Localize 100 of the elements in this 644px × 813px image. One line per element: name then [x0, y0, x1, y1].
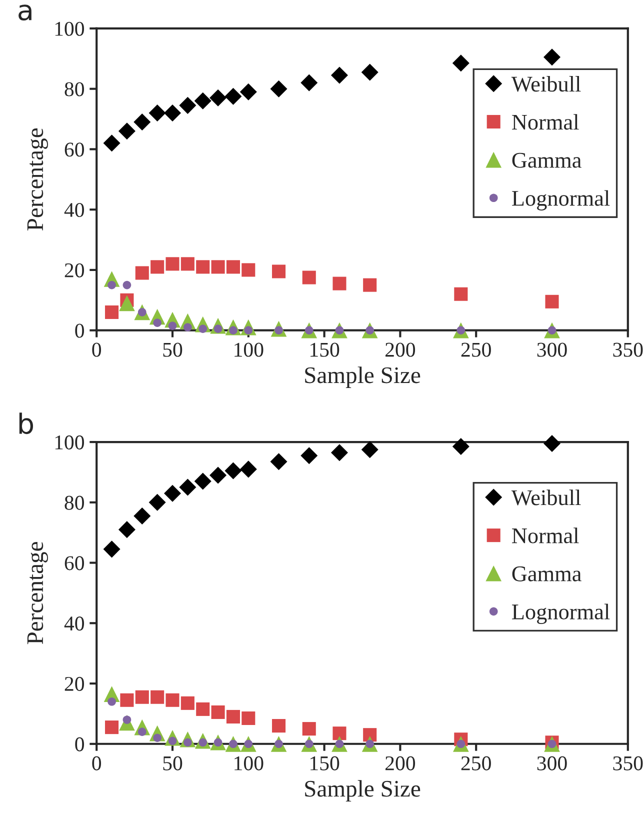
- point: [543, 48, 561, 66]
- x-tick-label: 150: [310, 756, 340, 770]
- x-tick-label: 200: [385, 756, 416, 770]
- y-tick-label: 0: [75, 324, 84, 338]
- point: [150, 260, 164, 274]
- y-tick-label: 80: [64, 496, 84, 510]
- point: [302, 722, 316, 736]
- point: [153, 734, 162, 742]
- point: [179, 478, 196, 496]
- point: [180, 696, 194, 710]
- y-tick-label: 100: [55, 22, 84, 36]
- point: [196, 702, 210, 716]
- point: [452, 54, 470, 72]
- x-tick-label: 0: [92, 756, 102, 770]
- chart-title: a: [18, 4, 32, 21]
- x-tick-label: 50: [163, 342, 182, 357]
- x-tick-label: 300: [537, 342, 567, 357]
- x-tick-label: 350: [613, 342, 643, 357]
- point: [118, 122, 136, 140]
- point: [122, 280, 132, 290]
- point: [240, 460, 257, 478]
- point: [242, 263, 256, 277]
- point: [361, 441, 378, 458]
- point: [454, 287, 468, 301]
- point: [148, 494, 166, 511]
- point: [226, 260, 240, 274]
- point: [302, 270, 316, 284]
- point: [168, 322, 177, 330]
- point: [332, 726, 346, 740]
- legend-label: Weibull: [511, 490, 581, 506]
- y-tick-label: 100: [55, 435, 84, 450]
- point: [135, 690, 149, 704]
- point: [166, 693, 180, 707]
- point: [272, 719, 286, 733]
- x-tick-label: 300: [537, 756, 567, 770]
- x-axis-title: Sample Size: [305, 780, 420, 802]
- point: [118, 521, 136, 538]
- legend-label: Normal: [512, 528, 579, 544]
- point: [545, 294, 559, 308]
- point: [135, 266, 149, 280]
- point: [300, 74, 318, 92]
- point: [300, 447, 318, 464]
- point: [153, 318, 162, 327]
- legend-label: Lognormal: [512, 604, 610, 624]
- point: [363, 728, 377, 742]
- point: [240, 83, 257, 100]
- point: [330, 444, 348, 462]
- point: [120, 693, 134, 707]
- point: [164, 484, 182, 502]
- y-tick-label: 40: [64, 616, 84, 631]
- point: [180, 257, 194, 271]
- point: [332, 276, 346, 290]
- point: [242, 711, 256, 726]
- y-axis-title: Percentage: [27, 542, 48, 644]
- point: [452, 438, 470, 456]
- point: [210, 466, 227, 484]
- y-tick-label: 60: [64, 142, 84, 157]
- point: [105, 305, 119, 319]
- point: [103, 540, 120, 558]
- y-tick-label: 80: [64, 82, 84, 96]
- point: [164, 104, 182, 122]
- point: [363, 278, 377, 292]
- point: [211, 705, 225, 719]
- point: [150, 690, 164, 704]
- point: [103, 134, 120, 152]
- point: [210, 89, 227, 106]
- point: [226, 710, 240, 724]
- point: [166, 257, 180, 271]
- legend-label: Gamma: [512, 152, 582, 168]
- point: [361, 64, 378, 81]
- y-tick-label: 40: [64, 202, 84, 218]
- x-tick-label: 250: [461, 342, 491, 357]
- point: [134, 507, 151, 524]
- point: [119, 295, 135, 312]
- y-tick-label: 0: [75, 737, 84, 752]
- y-tick-label: 20: [64, 263, 84, 278]
- x-tick-label: 350: [613, 756, 643, 770]
- point: [211, 260, 225, 274]
- point: [270, 453, 288, 470]
- legend-label: Normal: [512, 114, 579, 130]
- legend-label: Lognormal: [512, 190, 610, 210]
- x-tick-label: 100: [234, 756, 264, 770]
- point: [108, 280, 116, 290]
- point: [184, 323, 192, 332]
- point: [272, 264, 286, 278]
- point: [224, 88, 242, 105]
- point: [543, 435, 561, 452]
- point: [194, 92, 212, 110]
- point: [194, 472, 212, 490]
- point: [108, 697, 116, 706]
- point: [105, 720, 119, 734]
- y-axis-title: Percentage: [27, 128, 48, 230]
- point: [148, 104, 166, 122]
- legend-label: Gamma: [512, 566, 582, 582]
- point: [330, 66, 348, 84]
- point: [134, 114, 151, 131]
- x-tick-label: 200: [385, 342, 416, 357]
- point: [224, 462, 242, 480]
- legend-label: Weibull: [511, 76, 581, 92]
- point: [179, 96, 196, 114]
